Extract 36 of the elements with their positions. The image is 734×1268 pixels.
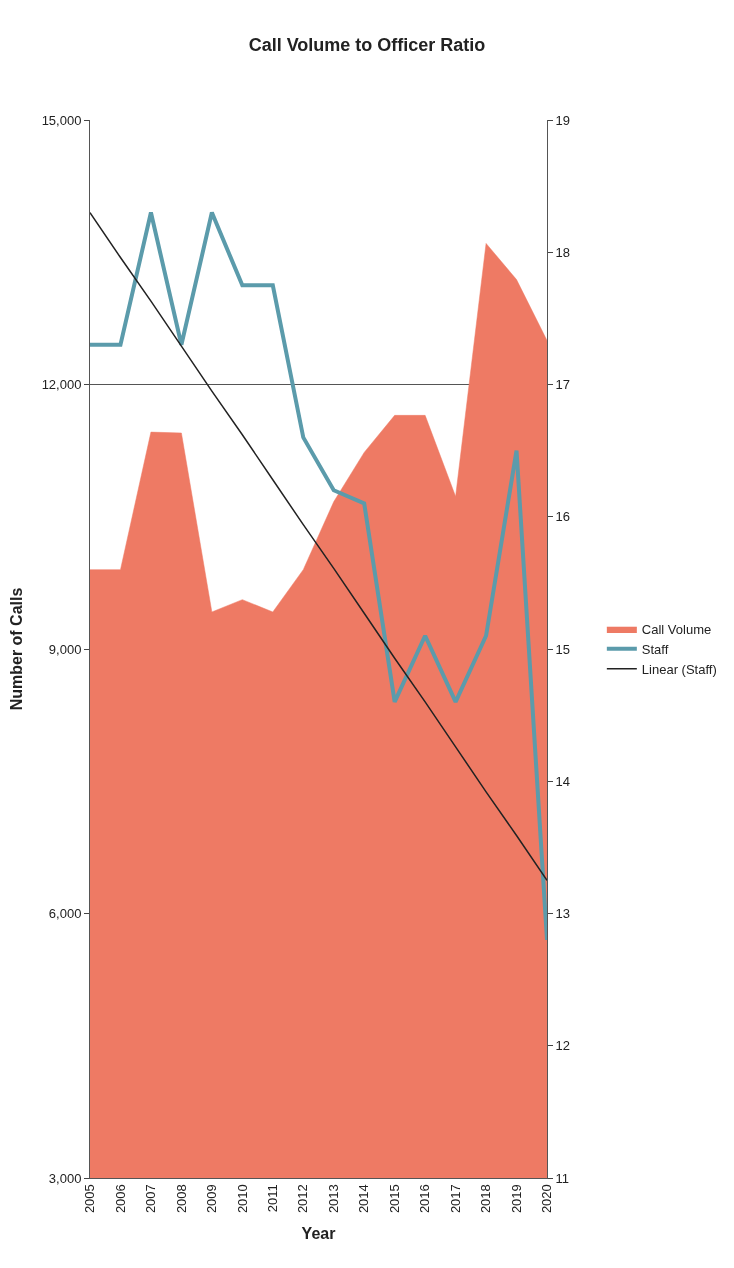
legend-label: Staff [641,641,669,657]
x-axis-title: Year [301,1224,336,1242]
y2-tick-label: 17 [555,377,571,393]
y-axis-title: Number of Calls [7,587,25,711]
y2-tick-label: 16 [555,509,571,525]
legend-label: Call Volume [641,622,712,638]
legend-label: Linear (Staff) [641,661,717,677]
x-tick-label: 2014 [356,1184,372,1214]
y-tick-label: 12,000 [41,377,82,393]
x-tick-label: 2017 [447,1184,463,1214]
y2-tick-label: 15 [555,641,571,657]
x-tick-label: 2015 [386,1184,402,1214]
x-tick-label: 2009 [204,1184,220,1214]
y-tick-label: 9,000 [48,641,82,657]
chart-title: Call Volume to Officer Ratio [248,34,486,55]
x-tick-label: 2005 [82,1184,98,1214]
y-tick-label: 6,000 [48,906,82,922]
x-tick-label: 2011 [265,1184,281,1213]
x-tick-label: 2020 [539,1184,555,1214]
x-tick-label: 2016 [417,1184,433,1214]
y-tick-label: 3,000 [48,1170,82,1186]
x-tick-label: 2010 [234,1184,250,1214]
y2-tick-label: 19 [555,112,571,128]
x-tick-label: 2007 [143,1184,159,1214]
x-tick-label: 2006 [112,1184,128,1214]
x-tick-label: 2013 [325,1184,341,1214]
y2-tick-label: 11 [555,1170,570,1186]
y2-tick-label: 13 [555,906,571,922]
x-tick-label: 2018 [478,1184,494,1214]
y2-tick-label: 14 [555,773,571,789]
x-tick-label: 2019 [508,1184,524,1214]
x-tick-label: 2012 [295,1184,311,1214]
y-tick-label: 15,000 [41,112,82,128]
x-tick-label: 2008 [173,1184,189,1214]
y2-tick-label: 18 [555,244,571,260]
y2-tick-label: 12 [555,1038,571,1054]
